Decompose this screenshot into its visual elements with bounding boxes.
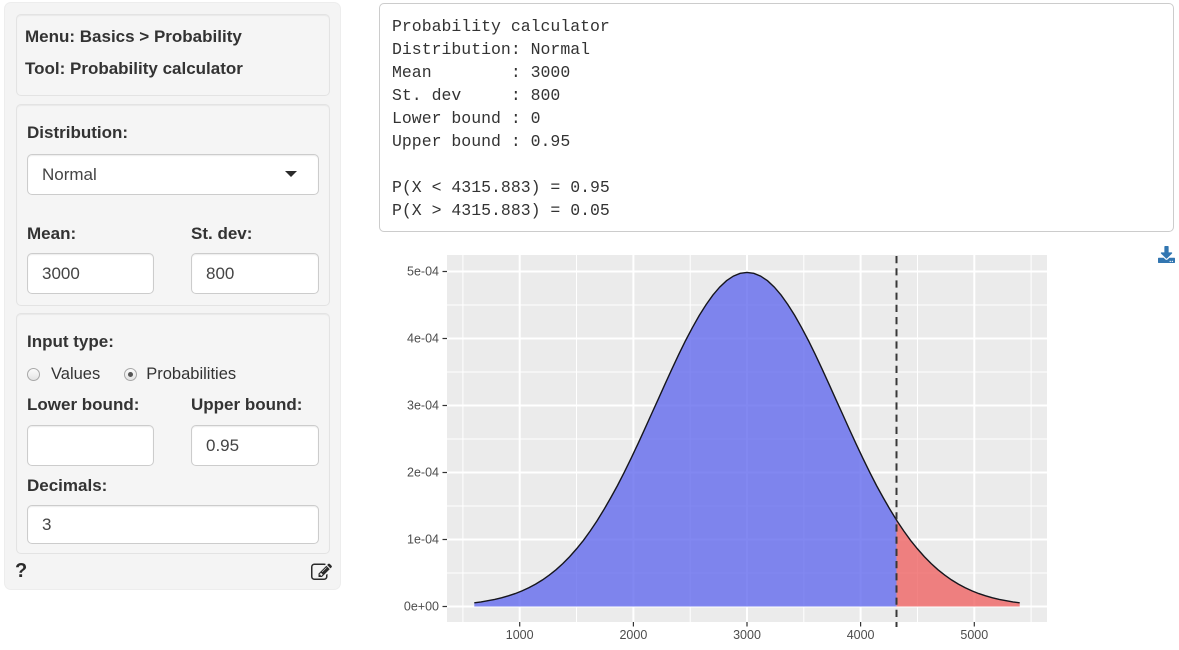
svg-text:2000: 2000 (619, 628, 647, 642)
svg-text:4e-04: 4e-04 (407, 332, 439, 346)
svg-text:5000: 5000 (960, 628, 988, 642)
svg-text:3000: 3000 (733, 628, 761, 642)
svg-text:2e-04: 2e-04 (407, 466, 439, 480)
svg-text:4000: 4000 (847, 628, 875, 642)
svg-text:0e+00: 0e+00 (404, 600, 439, 614)
svg-text:1e-04: 1e-04 (407, 533, 439, 547)
svg-text:3e-04: 3e-04 (407, 399, 439, 413)
svg-text:5e-04: 5e-04 (407, 265, 439, 279)
svg-text:1000: 1000 (506, 628, 534, 642)
